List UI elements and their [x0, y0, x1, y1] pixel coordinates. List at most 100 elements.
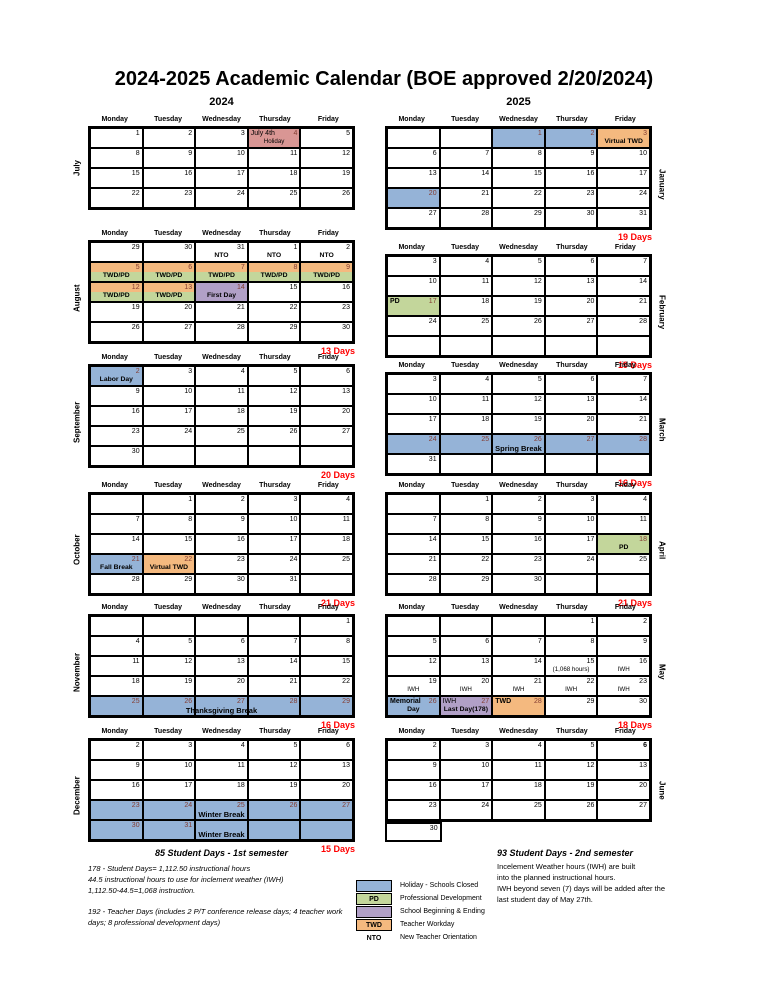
- calendar-cell: [439, 336, 493, 356]
- calendar-cell: 14: [247, 656, 301, 676]
- day-header: Monday: [398, 116, 425, 123]
- day-header: Friday: [614, 482, 636, 489]
- date-number: 24: [639, 190, 647, 197]
- date-number: 20: [342, 782, 350, 789]
- date-number: 28: [428, 576, 437, 583]
- day-header: Thursday: [556, 728, 588, 735]
- calendar-cell: 24: [142, 426, 196, 446]
- calendar-cell: 27: [544, 316, 598, 336]
- calendar-cell: 6: [544, 374, 598, 394]
- month-days-count: 16 Days: [617, 478, 652, 488]
- calendar-cell: 21: [597, 414, 650, 434]
- day-header: Friday: [614, 116, 636, 123]
- month-days-count: 20 Days: [320, 470, 355, 480]
- calendar-cell: 5: [247, 740, 301, 760]
- date-number: 9: [135, 388, 140, 395]
- date-number: 9: [240, 516, 245, 523]
- cell-event-label: NTO: [266, 252, 282, 259]
- cell-event-label: TWD/PD: [208, 272, 235, 279]
- calendar-cell: 29: [544, 696, 598, 716]
- date-number: 20: [586, 416, 595, 423]
- date-number: 14: [481, 170, 490, 177]
- day-header: Tuesday: [154, 230, 183, 237]
- calendar-cell: 13: [597, 760, 650, 780]
- calendar-cell: 10: [544, 514, 598, 534]
- calendar-cell: 13: [544, 276, 598, 296]
- date-number: 25: [236, 802, 245, 809]
- calendar-cell: 5: [300, 128, 353, 148]
- date-number: 12: [533, 396, 542, 403]
- date-number: 16: [184, 170, 193, 177]
- date-number: 30: [236, 576, 245, 583]
- date-number: 28: [639, 318, 647, 325]
- date-number: 30: [533, 576, 542, 583]
- date-number: 11: [481, 278, 490, 285]
- date-number: 18: [342, 536, 350, 543]
- date-number: 16: [236, 536, 245, 543]
- calendar-cell: 17: [195, 168, 248, 188]
- date-number: 5: [537, 376, 542, 383]
- calendar-cell: 1: [90, 128, 143, 148]
- date-number: 25: [236, 428, 245, 435]
- date-number: 23: [428, 802, 437, 809]
- date-number: 27: [342, 428, 350, 435]
- cell-event-label: Holiday: [263, 138, 285, 145]
- calendar-cell: [195, 616, 248, 636]
- calendar-cell: 11: [492, 760, 545, 780]
- calendar-cell: 23: [195, 554, 248, 574]
- calendar-cell: 19: [544, 780, 598, 800]
- calendar-cell: 18: [195, 406, 248, 426]
- legend-label: Teacher Workday: [400, 921, 455, 928]
- date-number: 27: [342, 802, 350, 809]
- date-number: 23: [236, 556, 245, 563]
- legend-label: New Teacher Orientation: [400, 934, 477, 941]
- date-number: 29: [533, 210, 542, 217]
- month-february: February Monday Tuesday Wednesday Thursday Fr…: [385, 242, 667, 370]
- calendar-cell: 31: [597, 208, 650, 228]
- calendar-cell: 8: [439, 514, 493, 534]
- month-october: October Monday Tuesday Wednesday Thursday Fri…: [73, 480, 355, 608]
- date-number: 27: [639, 802, 647, 809]
- month-april: April Monday Tuesday Wednesday Thursday Frida…: [385, 480, 667, 608]
- calendar-cell: 2: [90, 740, 143, 760]
- day-header: Tuesday: [451, 604, 480, 611]
- date-number: 1: [135, 130, 140, 137]
- semester1-summary: 85 Student Days - 1st semester: [154, 848, 289, 858]
- day-header: Friday: [317, 604, 339, 611]
- date-number: 28: [289, 698, 298, 705]
- calendar-cell: [90, 494, 143, 514]
- date-number: 19: [586, 782, 595, 789]
- calendar-cell: 22: [90, 188, 143, 208]
- cell-event-label: Last Day(178): [443, 706, 488, 713]
- date-number: 20: [639, 782, 647, 789]
- twd-swatch: TWD: [356, 919, 392, 931]
- date-number: 10: [184, 762, 193, 769]
- calendar-cell: 21: [439, 188, 493, 208]
- cell-event-label: First Day: [206, 292, 237, 299]
- month-label: May: [657, 664, 667, 680]
- date-number: 3: [643, 130, 647, 137]
- date-number: 30: [131, 822, 140, 829]
- calendar-cell: 17: [247, 534, 301, 554]
- calendar-cell: 22: [300, 676, 353, 696]
- date-number: 23: [184, 190, 193, 197]
- calendar-cell: 6: [300, 366, 353, 386]
- date-number: 20: [586, 298, 595, 305]
- calendar-cell: 3 Virtual TWD: [597, 128, 650, 148]
- legend-item-nto: NTO New Teacher Orientation: [356, 931, 485, 944]
- calendar-cell: 13: [387, 168, 440, 188]
- calendar-cell: 21: [247, 676, 301, 696]
- date-number: 7: [432, 516, 437, 523]
- calendar-cell: 15: [300, 656, 353, 676]
- date-number: 7: [293, 638, 298, 645]
- date-number: 8: [188, 516, 193, 523]
- cell-event-label: July 4th: [250, 130, 275, 137]
- date-number: 5: [432, 638, 437, 645]
- calendar-cell: IWH 27 Last Day(178): [439, 696, 493, 716]
- date-number: 9: [432, 762, 437, 769]
- date-number: 11: [342, 516, 350, 523]
- month-days-count: 18 Days: [617, 720, 652, 730]
- day-header: Monday: [101, 728, 128, 735]
- cell-event-label: Labor Day: [99, 376, 133, 383]
- date-number: 15: [184, 536, 193, 543]
